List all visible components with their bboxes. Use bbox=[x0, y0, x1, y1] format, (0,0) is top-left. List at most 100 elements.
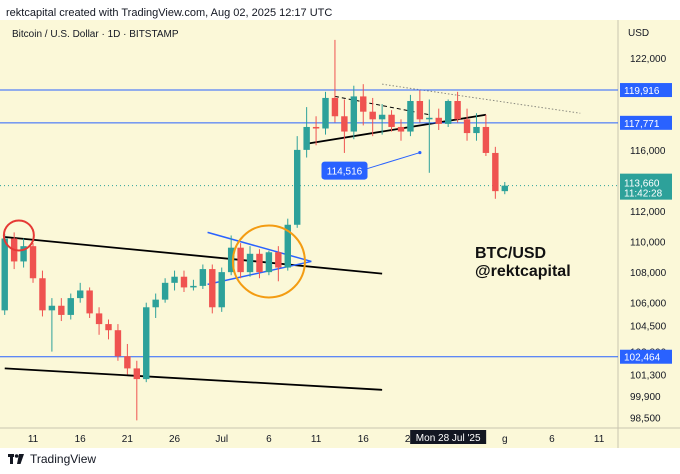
current-price-label: 113,660 bbox=[624, 179, 660, 190]
callout-label: 114,516 bbox=[327, 167, 363, 178]
callout-badge bbox=[321, 161, 368, 180]
candle-down bbox=[331, 97, 339, 117]
candle-up bbox=[407, 100, 414, 132]
candle-up bbox=[350, 96, 358, 132]
candle-up bbox=[303, 126, 310, 150]
footer: TradingView bbox=[8, 452, 96, 466]
candle-up bbox=[20, 246, 27, 262]
rising-support-trendline bbox=[306, 113, 487, 145]
candle-down bbox=[29, 246, 37, 279]
y-tick-label: 104,500 bbox=[630, 322, 667, 333]
candle-down bbox=[86, 290, 93, 314]
x-tick-label: 16 bbox=[75, 434, 87, 445]
candle-up bbox=[143, 307, 150, 380]
crosshair-date-badge bbox=[410, 430, 487, 444]
candle-down bbox=[95, 313, 103, 325]
candle-down bbox=[256, 253, 263, 273]
candle-up bbox=[199, 269, 207, 286]
share-caption: rektcapital created with TradingView.com… bbox=[6, 7, 333, 19]
x-tick-label: Jul bbox=[215, 434, 228, 445]
candle-up bbox=[426, 117, 433, 120]
candle-up bbox=[190, 285, 197, 288]
candle-down bbox=[180, 276, 188, 288]
current-price-countdown: 11:42:28 bbox=[624, 189, 663, 200]
callout-pointer-line bbox=[367, 152, 421, 170]
candle-down bbox=[388, 114, 395, 127]
lower-descending-trendline bbox=[4, 367, 383, 391]
candle-up bbox=[501, 185, 508, 192]
x-tick-label: 6 bbox=[266, 434, 272, 445]
candle-down bbox=[312, 126, 320, 129]
x-tick-label: 11 bbox=[311, 434, 322, 445]
y-tick-label: 116,000 bbox=[630, 146, 666, 157]
watermark-line1: BTC/USD bbox=[475, 245, 546, 262]
triangle-upper-line bbox=[207, 231, 312, 263]
symbol-title: Bitcoin / U.S. Dollar · 1D · BITSTAMP bbox=[12, 29, 179, 40]
candle-down bbox=[133, 368, 141, 380]
candle-down bbox=[209, 269, 216, 308]
candle-down bbox=[463, 119, 471, 134]
y-tick-label: 108,000 bbox=[630, 268, 667, 279]
candle-down bbox=[105, 324, 112, 331]
candle-up bbox=[161, 282, 169, 300]
y-tick-label: 106,000 bbox=[630, 299, 667, 310]
candle-up bbox=[76, 290, 84, 299]
level-badge bbox=[620, 83, 672, 98]
level-badge-label: 117,771 bbox=[624, 119, 660, 130]
candle-up bbox=[218, 272, 225, 308]
footer-brand: TradingView bbox=[30, 452, 97, 466]
candle-up bbox=[265, 252, 273, 273]
candle-up bbox=[322, 97, 329, 129]
candle-down bbox=[237, 247, 244, 273]
y-tick-label: 112,000 bbox=[630, 207, 666, 218]
candle-down bbox=[360, 96, 367, 112]
currency-label: USD bbox=[628, 28, 649, 39]
candle-up bbox=[473, 126, 480, 134]
candle-down bbox=[482, 126, 490, 153]
y-tick-label: 99,900 bbox=[630, 392, 661, 403]
current-price-badge bbox=[620, 173, 672, 200]
candle-up bbox=[227, 247, 235, 273]
y-tick-label: 101,300 bbox=[630, 371, 667, 382]
candle-down bbox=[39, 278, 46, 311]
x-tick-label: 11 bbox=[28, 434, 39, 445]
candle-up bbox=[444, 100, 452, 124]
plot-background bbox=[0, 20, 618, 448]
level-badge bbox=[620, 349, 672, 364]
upper-descending-trendline bbox=[4, 236, 383, 275]
candle-down bbox=[58, 305, 65, 315]
level-badge-label: 119,916 bbox=[624, 86, 660, 97]
x-tick-label: 26 bbox=[169, 434, 181, 445]
watermark-line2: @rektcapital bbox=[475, 263, 571, 280]
candle-up bbox=[67, 298, 74, 315]
candle-down bbox=[114, 330, 122, 357]
level-badge bbox=[620, 115, 672, 130]
callout-pointer-dot bbox=[418, 150, 422, 155]
candle-down bbox=[397, 126, 405, 132]
x-tick-label: g bbox=[502, 434, 508, 445]
candle-up bbox=[284, 224, 291, 268]
candle-down bbox=[341, 116, 348, 132]
candle-up bbox=[48, 305, 56, 311]
crosshair-date-label: Mon 28 Jul '25 bbox=[416, 433, 481, 444]
tradingview-logo-icon bbox=[8, 454, 24, 464]
level-badge-label: 102,464 bbox=[624, 353, 661, 364]
x-tick-label: 11 bbox=[594, 434, 605, 445]
candle-down bbox=[369, 111, 376, 120]
x-tick-label: 16 bbox=[358, 434, 370, 445]
candle-down bbox=[416, 100, 424, 120]
y-tick-label: 122,000 bbox=[630, 54, 667, 65]
x-tick-label: 21 bbox=[122, 434, 134, 445]
red-highlight-circle bbox=[2, 219, 35, 252]
y-tick-label: 110,000 bbox=[630, 238, 666, 249]
candle-up bbox=[1, 238, 8, 311]
candle-up bbox=[378, 114, 386, 120]
candle-up bbox=[152, 299, 159, 308]
candle-up bbox=[293, 149, 301, 225]
candle-down bbox=[275, 252, 282, 268]
candle-up bbox=[171, 276, 178, 283]
candle-down bbox=[492, 152, 499, 192]
candle-down bbox=[124, 356, 131, 369]
